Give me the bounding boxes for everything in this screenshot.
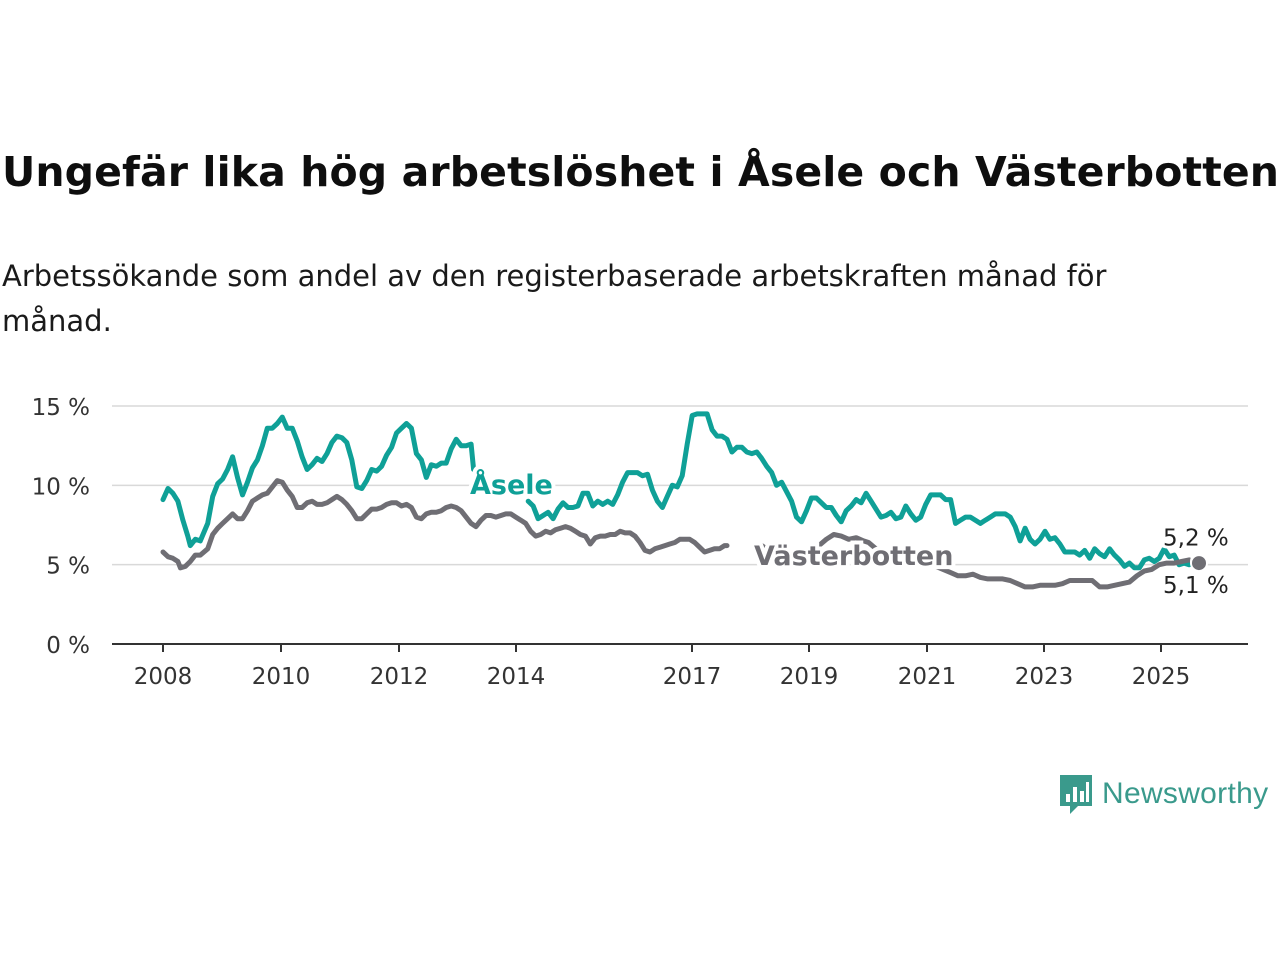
x-tick-label: 2021 — [898, 664, 957, 690]
series-end-marker — [1190, 554, 1208, 573]
brand-name: Newsworthy — [1102, 777, 1269, 810]
series-line-vasterbotten — [160, 478, 1202, 590]
newsworthy-logo-icon — [1060, 775, 1092, 814]
series-line-asele — [160, 411, 1202, 571]
line-chart: 0 % 5 % 10 % 15 % 2008 2010 2012 2014 2017 2019 20… — [32, 395, 1248, 690]
x-tick-label: 2025 — [1132, 664, 1191, 690]
x-tick-label: 2012 — [370, 664, 429, 690]
series-end-label: 5,1 % — [1163, 573, 1229, 599]
x-tick-label: 2019 — [780, 664, 839, 690]
x-tick-label: 2010 — [252, 664, 311, 690]
y-tick-label: 5 % — [46, 554, 90, 580]
y-tick-label: 0 % — [46, 633, 90, 659]
series-lines — [160, 411, 1202, 590]
y-tick-label: 10 % — [32, 474, 90, 500]
x-tick-label: 2008 — [134, 664, 193, 690]
series-name-label: Västerbotten — [754, 541, 953, 572]
chart-title: Ungefär lika hög arbetslöshet i Åsele oc… — [2, 148, 1280, 196]
x-tick-label: 2014 — [487, 664, 546, 690]
series-end-label: 5,2 % — [1163, 525, 1229, 551]
y-tick-label: 15 % — [32, 395, 90, 421]
brand-logo: Newsworthy — [1058, 772, 1268, 816]
series-name-label: Åsele — [470, 469, 553, 501]
x-tick-label: 2017 — [663, 664, 722, 690]
series-labels: Åsele Västerbotten 5,2 % 5,1 % — [466, 465, 1232, 602]
chart-subtitle: Arbetssökande som andel av den registerb… — [2, 259, 1107, 338]
axes: 0 % 5 % 10 % 15 % 2008 2010 2012 2014 2017 2019 20… — [32, 395, 1248, 690]
x-tick-label: 2023 — [1015, 664, 1074, 690]
